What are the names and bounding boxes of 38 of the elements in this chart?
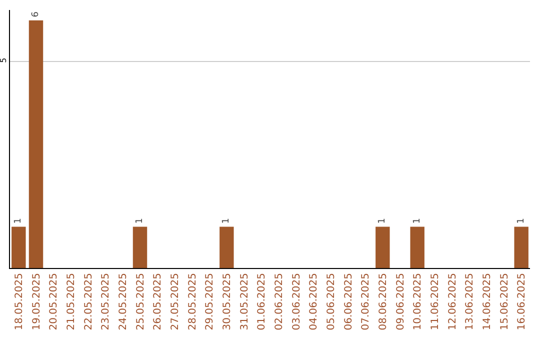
x-tick-label: 16.06.2025 xyxy=(516,273,528,330)
x-tick-label: 24.05.2025 xyxy=(118,273,129,330)
x-tick-label: 30.05.2025 xyxy=(222,273,233,330)
y-tick-label: 5 xyxy=(0,58,8,63)
data-label: 6 xyxy=(31,11,41,18)
data-label: 1 xyxy=(14,218,24,224)
x-tick-label: 15.06.2025 xyxy=(499,273,510,330)
x-tick-label: 11.06.2025 xyxy=(430,273,441,330)
x-tick-label: 23.05.2025 xyxy=(100,273,112,330)
x-tick-label: 22.05.2025 xyxy=(83,273,94,330)
x-tick-label: 01.06.2025 xyxy=(256,273,268,330)
x-tick-label: 25.05.2025 xyxy=(135,273,146,330)
x-tick-label: 26.05.2025 xyxy=(152,273,164,330)
x-tick-label: 08.06.2025 xyxy=(378,273,389,330)
data-label: 1 xyxy=(412,218,422,224)
x-tick-label: 21.05.2025 xyxy=(66,273,77,330)
x-tick-label: 12.06.2025 xyxy=(447,273,458,330)
data-label: 1 xyxy=(378,218,388,224)
x-tick-label: 18.05.2025 xyxy=(14,273,25,330)
x-tick-label: 07.06.2025 xyxy=(360,273,372,330)
x-tick-label: 06.06.2025 xyxy=(343,273,354,330)
data-label: 1 xyxy=(516,218,526,224)
x-tick-label: 02.06.2025 xyxy=(274,273,285,330)
x-tick-label: 28.05.2025 xyxy=(187,273,198,330)
x-tick-label: 19.05.2025 xyxy=(31,273,42,330)
x-tick-label: 20.05.2025 xyxy=(48,273,60,330)
data-label: 1 xyxy=(222,218,232,224)
data-label: 1 xyxy=(135,218,145,224)
x-tick-label: 09.06.2025 xyxy=(395,273,406,330)
x-tick-label: 27.05.2025 xyxy=(170,273,181,330)
x-tick-label: 03.06.2025 xyxy=(291,273,302,330)
x-tick-label: 29.05.2025 xyxy=(204,273,216,330)
x-tick-label: 13.06.2025 xyxy=(464,273,476,330)
x-tick-label: 10.06.2025 xyxy=(412,273,424,330)
x-tick-label: 14.06.2025 xyxy=(482,273,493,330)
x-tick-label: 31.05.2025 xyxy=(239,273,250,330)
x-tick-label: 05.06.2025 xyxy=(326,273,337,330)
x-tick-label: 04.06.2025 xyxy=(308,273,320,330)
